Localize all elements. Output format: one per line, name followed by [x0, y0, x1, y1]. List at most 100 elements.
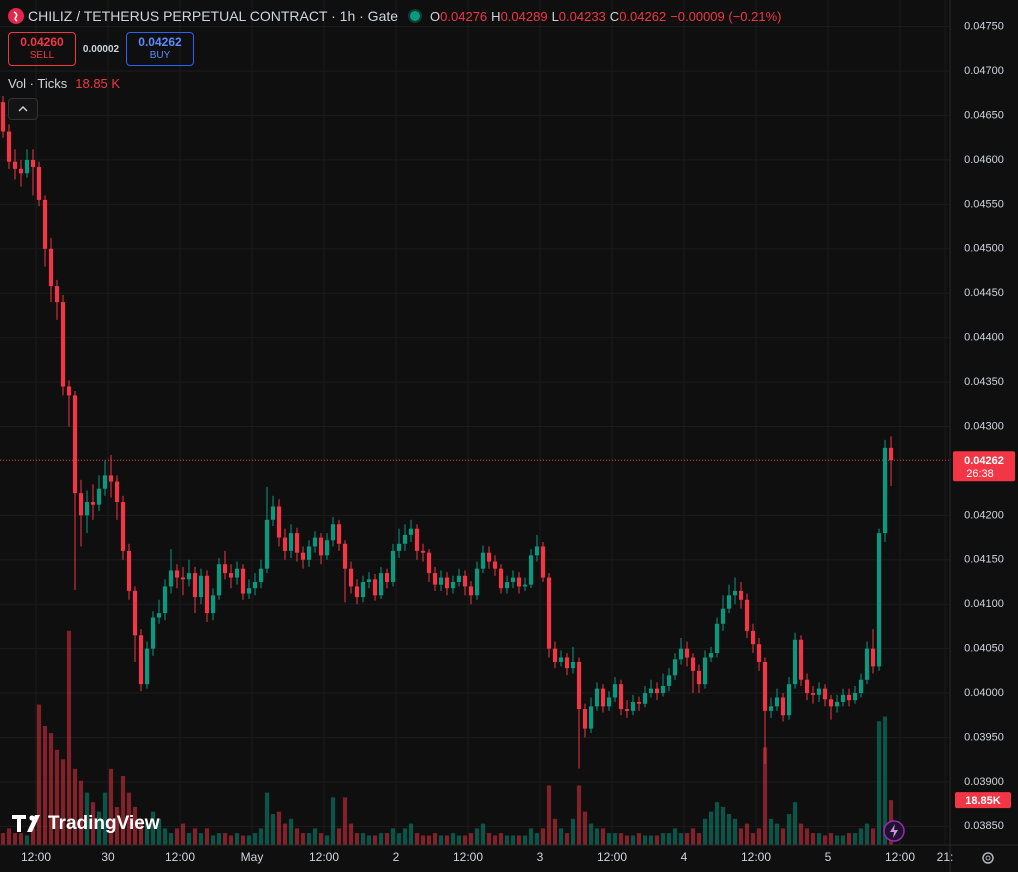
- candle-body: [138, 635, 144, 685]
- candle-body: [756, 644, 762, 662]
- volume-bar: [852, 833, 858, 845]
- volume-bar: [294, 828, 300, 845]
- volume-bar: [246, 835, 252, 845]
- volume-bar: [174, 828, 180, 845]
- volume-bar: [390, 828, 396, 845]
- candle-body: [444, 577, 450, 589]
- candle-body: [498, 568, 504, 589]
- volume-bar: [354, 833, 360, 845]
- candle-body: [630, 701, 636, 711]
- volume-bar: [600, 828, 606, 845]
- volume-bar: [750, 833, 756, 845]
- settings-button[interactable]: [982, 852, 994, 864]
- candle-body: [846, 694, 852, 701]
- candle-body: [306, 546, 312, 560]
- candle-body: [150, 617, 156, 649]
- volume-bar: [480, 823, 486, 845]
- candle-body: [66, 386, 72, 396]
- volume-bar: [858, 828, 864, 845]
- volume-bar: [546, 785, 552, 845]
- x-tick-label: 3: [537, 850, 544, 864]
- candle-body: [234, 568, 240, 578]
- y-tick-label: 0.04150: [964, 554, 1004, 566]
- y-tick-label: 0.04750: [964, 21, 1004, 33]
- x-tick-label: 30: [101, 850, 115, 864]
- candle-body: [876, 533, 882, 667]
- volume-bar: [408, 823, 414, 845]
- candle-body: [660, 685, 666, 694]
- chevron: [18, 106, 28, 112]
- candle-body: [864, 648, 870, 680]
- volume-bar: [360, 833, 366, 845]
- candle-body: [402, 534, 408, 544]
- axes: 0.04750 0.04700 0.04650 0.04600 0.04550 0.045…: [21, 21, 1015, 864]
- volume-bar: [492, 835, 498, 845]
- volume-bar: [768, 818, 774, 845]
- volume-bar: [756, 828, 762, 845]
- volume-bar: [162, 828, 168, 845]
- volume-bar: [672, 828, 678, 845]
- y-tick-label: 0.03850: [964, 820, 1004, 832]
- lightning-button[interactable]: [883, 820, 905, 842]
- candle-body: [540, 546, 546, 578]
- candle-body: [378, 573, 384, 596]
- volume-bar: [228, 835, 234, 845]
- volume-bar: [660, 833, 666, 845]
- volume-bar: [726, 814, 732, 845]
- candle-body: [510, 577, 516, 582]
- volume-bar: [282, 823, 288, 845]
- candle-body: [372, 579, 378, 596]
- candle-body: [762, 661, 768, 711]
- volume-title[interactable]: Vol · Ticks: [8, 75, 68, 91]
- volume-bar: [300, 833, 306, 845]
- volume-bar: [420, 835, 426, 845]
- candle-body: [870, 648, 876, 667]
- candle-body: [612, 684, 618, 698]
- candle-body: [366, 579, 372, 582]
- volume-bar: [42, 725, 48, 845]
- buy-button[interactable]: 0.04262 BUY: [126, 32, 194, 66]
- candle-body: [342, 543, 348, 569]
- candle-body: [486, 552, 492, 562]
- volume-bar: [102, 792, 108, 845]
- volume-bar: [816, 833, 822, 845]
- sell-button[interactable]: 0.04260 SELL: [8, 32, 76, 66]
- symbol-title[interactable]: CHILIZ / TETHERUS PERPETUAL CONTRACT · 1…: [28, 8, 399, 24]
- collapse-button[interactable]: [8, 98, 38, 120]
- volume-bar: [612, 833, 618, 845]
- volume-bar: [132, 806, 138, 845]
- candle-body: [294, 533, 300, 553]
- volume-bar: [192, 828, 198, 845]
- x-tick-label: 12:00: [741, 850, 771, 864]
- candle-body: [210, 595, 216, 614]
- volume-bar: [438, 835, 444, 845]
- volume-bar: [198, 833, 204, 845]
- volume-bar: [426, 835, 432, 845]
- volume-bar: [312, 828, 318, 845]
- volume-bar: [216, 833, 222, 845]
- y-tick-label: 0.03950: [964, 731, 1004, 743]
- candle-body: [384, 573, 390, 582]
- candle-body: [564, 657, 570, 669]
- volume-bar: [258, 828, 264, 845]
- volume-bar: [594, 828, 600, 845]
- candle-body: [702, 657, 708, 685]
- candle-body: [18, 168, 24, 174]
- candle-body: [6, 131, 12, 162]
- volume-bar: [12, 833, 18, 845]
- volume-bar: [270, 814, 276, 845]
- volume-bar: [468, 833, 474, 845]
- candle-body: [528, 555, 534, 585]
- countdown-label: 26:38: [966, 468, 994, 480]
- candle-body: [774, 697, 780, 707]
- volume-bar: [318, 833, 324, 845]
- candle-body: [204, 575, 210, 614]
- candle-body: [216, 564, 222, 596]
- candle-body: [414, 528, 420, 551]
- volume-bar: [684, 833, 690, 845]
- candle-body: [318, 537, 324, 556]
- volume-bar: [738, 828, 744, 845]
- candle-body: [690, 657, 696, 671]
- settings-icon[interactable]: [982, 852, 994, 864]
